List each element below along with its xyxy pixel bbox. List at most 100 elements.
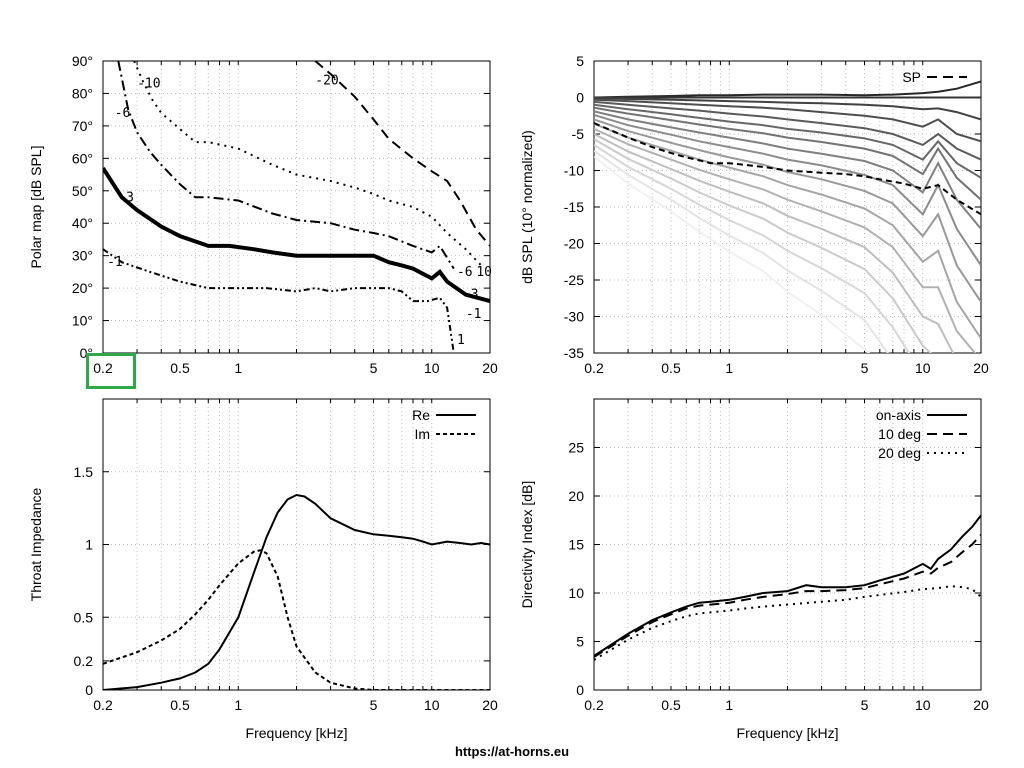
y-tick-label: 70° (72, 118, 93, 134)
x-tick-label: 5 (370, 360, 378, 376)
angle-curve (594, 103, 981, 179)
y-tick-label: 30° (72, 248, 93, 264)
x-axis-label: Frequency [kHz] (246, 725, 348, 741)
plot-frame (593, 398, 982, 691)
contour-label: -1 (107, 255, 123, 270)
contour-label: -10 (137, 77, 160, 92)
y-tick-label: 0.2 (74, 653, 94, 669)
series-group (103, 493, 490, 690)
x-tick-label: 0.2 (93, 697, 113, 713)
y-tick-label: 40° (72, 215, 93, 231)
y-tick-label: 90° (72, 53, 93, 69)
y-tick-label: 0 (576, 90, 584, 106)
x-tick-label: 0.5 (661, 360, 681, 376)
y-axis-label: Throat Impedance (28, 487, 44, 601)
angle-curve (594, 138, 932, 353)
angle-curve (594, 80, 981, 99)
legend-label: Re (412, 407, 430, 423)
contour-line (314, 61, 490, 247)
y-tick-label: 25 (568, 440, 584, 456)
y-tick-label: 0 (85, 682, 93, 698)
angle-curve (594, 144, 911, 353)
x-tick-label: 20 (482, 697, 498, 713)
legend-label: 20 deg (878, 445, 921, 461)
contour-line (117, 61, 455, 270)
angle-curve (594, 97, 981, 121)
plot-frame (102, 60, 491, 354)
series-line-on-axis (594, 514, 981, 657)
contour-label: -3 (118, 190, 134, 205)
y-tick-label: -20 (564, 236, 584, 252)
angle-curve (594, 110, 981, 230)
x-tick-label: 0.2 (584, 697, 604, 713)
angle-curve (594, 106, 981, 201)
x-tick-label: 1 (725, 360, 733, 376)
y-tick-label: 80° (72, 85, 93, 101)
x-tick-label: 5 (861, 697, 869, 713)
legend-label: Im (414, 426, 430, 442)
x-axis-label: Frequency [kHz] (737, 725, 839, 741)
y-tick-label: -5 (572, 126, 585, 142)
angle-curve (594, 114, 981, 266)
y-tick-label: 1.5 (74, 464, 94, 480)
x-tick-label: 10 (915, 360, 931, 376)
legend-label: SP (902, 69, 921, 85)
footer-url: https://at-horns.eu (454, 744, 570, 759)
angle-curve (594, 149, 889, 353)
y-tick-label: 1 (85, 537, 93, 553)
x-tick-label: 0.2 (93, 360, 113, 376)
y-tick-label: -30 (564, 309, 584, 325)
y-axis-label: Directivity Index [dB] (519, 481, 535, 609)
angle-curve (594, 118, 981, 303)
contour-label: 10 (476, 265, 492, 280)
angle-curve (594, 122, 981, 339)
angle-curve (594, 133, 955, 353)
y-tick-label: 50° (72, 183, 93, 199)
x-tick-label: 0.5 (170, 697, 190, 713)
contour-label: -3 (463, 288, 479, 303)
x-tick-label: 5 (370, 697, 378, 713)
highlight-box-tick-0-2[interactable] (86, 353, 136, 389)
series-line-re (103, 493, 490, 690)
y-tick-label: -25 (564, 272, 584, 288)
contour-label: 1 (457, 333, 465, 348)
contour-label: -6 (457, 265, 473, 280)
series-group (594, 514, 981, 661)
y-tick-label: -10 (564, 163, 584, 179)
x-tick-label: 5 (861, 360, 869, 376)
angle-curve (594, 100, 981, 161)
y-tick-label: 20° (72, 280, 93, 296)
x-tick-label: 0.5 (661, 697, 681, 713)
contour-line (103, 167, 490, 304)
y-tick-label: 10 (568, 585, 584, 601)
x-tick-label: 0.2 (584, 360, 604, 376)
y-axis-label: dB SPL (10° normalized) (519, 130, 535, 284)
y-axis-label: Polar map [dB SPL] (28, 146, 44, 269)
contour-label: -6 (115, 106, 131, 121)
y-tick-label: -35 (564, 345, 584, 361)
series-group (594, 80, 981, 353)
x-tick-label: 10 (915, 697, 931, 713)
contour-label: -20 (315, 73, 338, 88)
chart-spl_normalized: 0.2 0.5 1 5 10 20 -35 -30 -25 -20 -15 -10 -5 0 5 dB SPL… (519, 53, 989, 376)
y-tick-label: 0 (576, 682, 584, 698)
x-tick-label: 20 (973, 697, 989, 713)
x-tick-label: 10 (424, 360, 440, 376)
y-tick-label: 20 (568, 488, 584, 504)
x-tick-label: 1 (234, 360, 242, 376)
angle-curve (594, 127, 977, 353)
series-line-im (103, 549, 490, 690)
angle-curve (594, 98, 981, 143)
y-tick-label: -15 (564, 199, 584, 215)
contour-line (133, 61, 482, 267)
x-tick-label: 20 (973, 360, 989, 376)
y-tick-label: 5 (576, 53, 584, 69)
contour-line (103, 248, 455, 353)
x-tick-label: 1 (725, 697, 733, 713)
series-line-sp (594, 122, 981, 216)
x-tick-label: 0.5 (170, 360, 190, 376)
y-tick-label: 15 (568, 537, 584, 553)
angle-curve (594, 155, 870, 353)
